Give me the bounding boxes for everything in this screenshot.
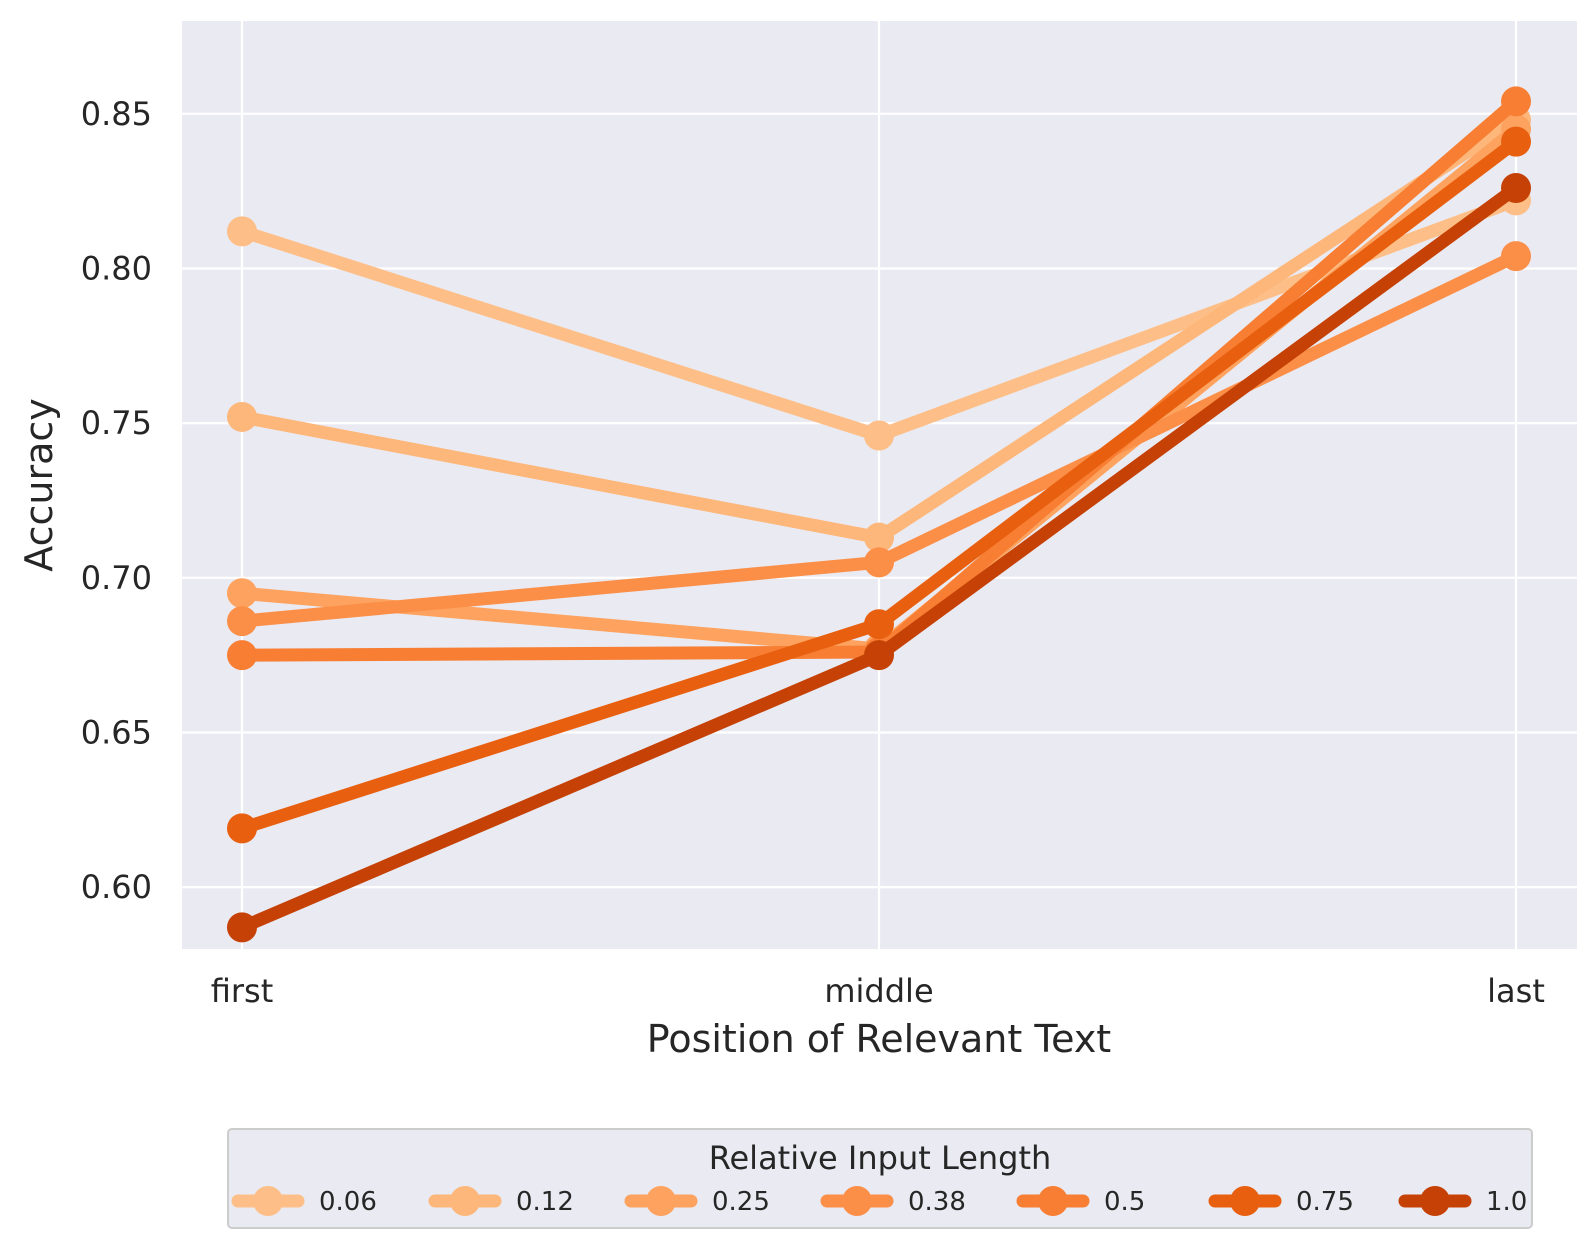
y-tick-label: 0.75 [81, 404, 152, 442]
legend-item: 0.75 [1208, 1186, 1354, 1217]
legend-swatch-marker [1230, 1186, 1260, 1216]
legend-swatch-marker [646, 1186, 676, 1216]
legend-item: 0.06 [231, 1186, 377, 1217]
y-axis-title: Accuracy [17, 398, 61, 572]
legend-frame [227, 1128, 1533, 1229]
legend-label: 0.25 [712, 1187, 770, 1217]
y-tick-label: 0.80 [81, 249, 152, 287]
y-tick-label: 0.65 [81, 713, 152, 751]
data-point [227, 216, 257, 247]
series-1.0 [227, 173, 1531, 943]
y-tick-label: 0.85 [81, 95, 152, 133]
legend-label: 0.38 [908, 1187, 966, 1217]
y-tick-label: 0.60 [81, 868, 152, 906]
data-point [1501, 126, 1531, 157]
legend-label: 0.12 [516, 1187, 574, 1217]
series-0.75 [227, 126, 1531, 844]
data-point [864, 522, 894, 553]
legend-label: 0.5 [1104, 1187, 1145, 1217]
legend-swatch-marker [1420, 1186, 1450, 1216]
data-point [227, 401, 257, 432]
data-point [864, 640, 894, 671]
legend-item: 0.12 [428, 1186, 574, 1217]
data-point [1501, 173, 1531, 204]
legend-swatch-marker [253, 1186, 283, 1216]
legend-swatch-marker [842, 1186, 872, 1216]
series-lines [227, 86, 1531, 943]
x-tick-labels: first middle last [211, 972, 1545, 1010]
legend-item: 0.25 [624, 1186, 770, 1217]
y-tick-labels: 0.60 0.65 0.70 0.75 0.80 0.85 [81, 95, 152, 906]
x-tick-label: last [1487, 972, 1545, 1010]
legend-item: 1.0 [1398, 1186, 1527, 1217]
legend-item: 0.38 [820, 1186, 966, 1217]
data-point [864, 609, 894, 640]
data-point [1501, 241, 1531, 272]
data-point [227, 578, 257, 609]
data-point [227, 813, 257, 844]
legend-label: 1.0 [1486, 1187, 1527, 1217]
legend-swatch-marker [1038, 1186, 1068, 1216]
legend: Relative Input Length 0.06 0.12 0.25 0.38 0.… [227, 1128, 1533, 1229]
data-point [227, 912, 257, 943]
series-0.38 [227, 241, 1531, 637]
data-point [864, 420, 894, 451]
x-axis-title: Position of Relevant Text [647, 1017, 1111, 1061]
data-point [227, 640, 257, 671]
legend-title: Relative Input Length [709, 1139, 1052, 1177]
legend-items: 0.06 0.12 0.25 0.38 0.5 0.75 1.0 [231, 1186, 1527, 1217]
legend-label: 0.06 [319, 1187, 377, 1217]
data-point [1501, 86, 1531, 117]
legend-swatch-marker [450, 1186, 480, 1216]
data-point [864, 547, 894, 578]
y-tick-label: 0.70 [81, 559, 152, 597]
legend-label: 0.75 [1296, 1187, 1354, 1217]
x-tick-label: first [211, 972, 274, 1010]
x-tick-label: middle [824, 972, 933, 1010]
legend-item: 0.5 [1016, 1186, 1145, 1217]
data-point [227, 606, 257, 637]
